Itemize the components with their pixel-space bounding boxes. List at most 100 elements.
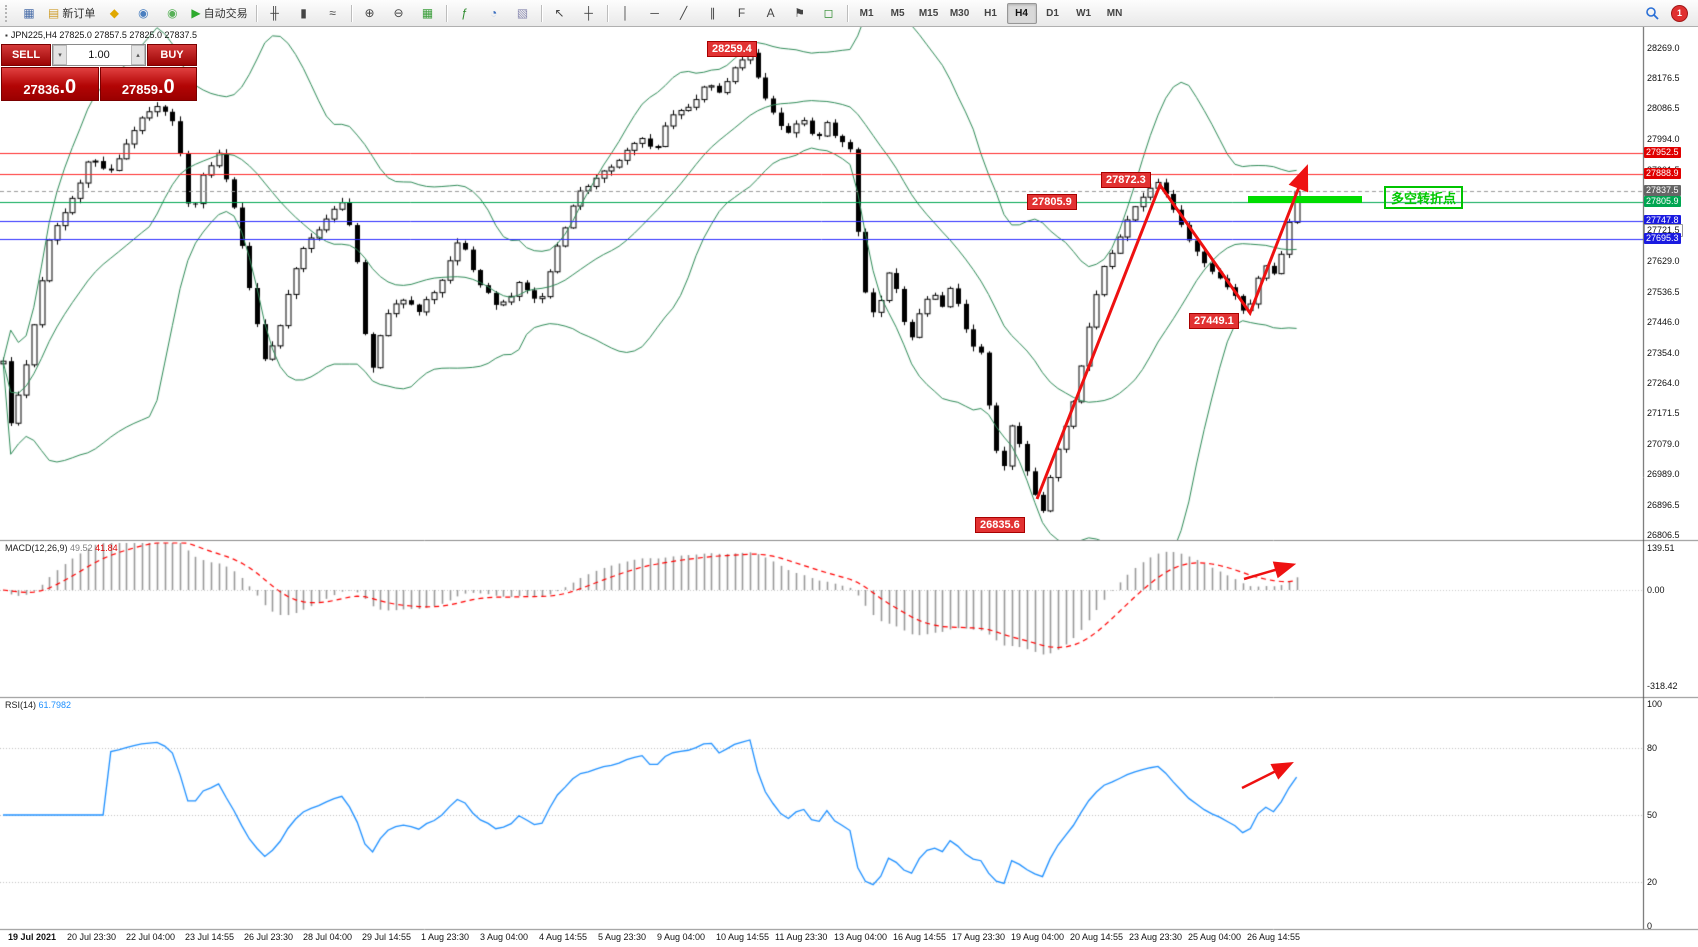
autotrade-label: 自动交易 <box>203 8 248 20</box>
buy-price-button[interactable]: 27859 .0 <box>99 67 197 101</box>
tf-M15-button[interactable]: M15 <box>918 7 939 19</box>
time-axis-label: 25 Aug 04:00 <box>1188 932 1242 942</box>
rsi-axis-tick: 80 <box>1647 743 1658 754</box>
vertical-line-button[interactable]: │ <box>612 2 640 24</box>
new-order-icon: ▤ <box>48 6 60 20</box>
time-axis-label: 23 Jul 14:55 <box>185 932 235 942</box>
sell-price-main: 27836 <box>23 82 60 97</box>
tf-M30-button[interactable]: M30 <box>949 7 970 19</box>
price-axis-marker-current: 27837.5 <box>1644 185 1681 197</box>
tf-MN-button[interactable]: MN <box>1106 7 1123 19</box>
price-axis-tick: 28176.5 <box>1647 73 1680 84</box>
fibonacci-icon: F <box>737 6 746 20</box>
rsi-label: RSI(14) 61.7982 <box>5 700 71 710</box>
volume-decrement-button[interactable]: ▾ <box>53 45 67 65</box>
rsi-axis-tick: 100 <box>1647 699 1663 709</box>
label-button[interactable]: ⚑ <box>786 2 814 24</box>
price-annotation-label[interactable]: 27449.1 <box>1189 313 1239 329</box>
volume-increment-button[interactable]: ▴ <box>131 45 145 65</box>
crosshair-button[interactable]: ┼ <box>575 2 603 24</box>
toolbar-separator <box>606 4 608 22</box>
text-button[interactable]: A <box>757 2 785 24</box>
trendline-button[interactable]: ╱ <box>670 2 698 24</box>
tf-D1-button[interactable]: D1 <box>1046 7 1059 19</box>
new-order-label: 新订单 <box>62 8 96 20</box>
time-axis-label: 19 Jul 2021 <box>8 932 57 942</box>
autotrade-button[interactable]: ▶ 自动交易 <box>187 2 251 24</box>
vertical-line-icon: │ <box>621 6 630 20</box>
templates-button[interactable]: ▧ <box>509 2 537 24</box>
navigator-button[interactable]: ◉ <box>158 2 186 24</box>
tile-windows-button[interactable]: ▦ <box>414 2 442 24</box>
bar-chart-button[interactable]: ╫ <box>261 2 289 24</box>
navigator-icon: ◉ <box>167 6 178 20</box>
price-axis-tick: 27994.0 <box>1647 134 1680 145</box>
buy-price-main: 27859 <box>121 82 158 97</box>
tf-W1-button[interactable]: W1 <box>1076 7 1092 19</box>
zoom-out-button[interactable]: ⊖ <box>385 2 413 24</box>
label-icon: ⚑ <box>794 6 805 20</box>
zoom-out-icon: ⊖ <box>393 6 404 20</box>
time-axis-label: 28 Jul 04:00 <box>303 932 353 942</box>
new-chart-button[interactable]: ▦ <box>15 2 43 24</box>
macd-value-main: 49.52 <box>70 543 93 553</box>
shapes-button[interactable]: ◻ <box>815 2 843 24</box>
time-axis-label: 20 Aug 14:55 <box>1070 932 1124 942</box>
volume-field[interactable]: ▾ 1.00 ▴ <box>52 44 146 66</box>
rsi-name: RSI(14) <box>5 700 37 710</box>
sell-price-pip: .0 <box>59 76 77 98</box>
line-chart-button[interactable]: ≈ <box>319 2 347 24</box>
volume-value[interactable]: 1.00 <box>88 49 110 61</box>
toolbar-separator <box>540 4 542 22</box>
indicators-button[interactable]: ƒ <box>451 2 479 24</box>
toolbar-right-group: 1 <box>1638 2 1688 24</box>
price-annotation-label[interactable]: 27805.9 <box>1027 194 1077 210</box>
equidistant-channel-icon: ∥ <box>709 6 716 20</box>
crosshair-icon: ┼ <box>584 6 593 20</box>
price-axis-tick: 27536.5 <box>1647 286 1680 297</box>
sell-button[interactable]: SELL <box>1 44 51 66</box>
tf-H1-button[interactable]: H1 <box>984 7 997 19</box>
cursor-button[interactable]: ↖ <box>546 2 574 24</box>
shapes-icon: ◻ <box>823 6 834 20</box>
candlestick-chart-icon: ▮ <box>300 6 307 20</box>
zoom-in-button[interactable]: ⊕ <box>356 2 384 24</box>
price-axis-tick: 26896.5 <box>1647 500 1680 510</box>
chart-profiles-icon: ◆ <box>109 6 119 20</box>
price-annotation-label[interactable]: 28259.4 <box>707 41 757 57</box>
chart-profiles-button[interactable]: ◆ <box>100 2 128 24</box>
notifications-badge[interactable]: 1 <box>1671 4 1688 22</box>
time-axis-label: 26 Jul 23:30 <box>244 932 294 942</box>
horizontal-line-button[interactable]: ─ <box>641 2 669 24</box>
periods-button[interactable]: ◔ <box>480 2 508 24</box>
time-axis-label: 17 Aug 23:30 <box>952 932 1006 942</box>
toolbar-grip <box>5 4 11 22</box>
toolbar: ▦ ▤ 新订单 ◆ ◉ ◉ ▶ 自动交易 ╫ ▮ ≈ ⊕ ⊖ ▦ ƒ ◔ ▧ ↖ ┼ │ ─ ╱ ∥ F A ⚑ ◻ M1 M5 M15 M… <box>0 0 1698 27</box>
new-order-button[interactable]: ▤ 新订单 <box>44 2 99 24</box>
time-axis-label: 5 Aug 23:30 <box>598 932 647 942</box>
price-annotation-label[interactable]: 26835.6 <box>975 517 1025 533</box>
macd-axis-tick: 139.51 <box>1647 543 1675 554</box>
horizontal-line-icon: ─ <box>650 6 659 20</box>
fibonacci-button[interactable]: F <box>728 2 756 24</box>
price-annotation-label[interactable]: 27872.3 <box>1101 172 1151 188</box>
equidistant-channel-button[interactable]: ∥ <box>699 2 727 24</box>
search-button[interactable] <box>1638 2 1666 24</box>
price-axis-tick: 27446.0 <box>1647 316 1680 327</box>
candlestick-chart-button[interactable]: ▮ <box>290 2 318 24</box>
tf-M1-button[interactable]: M1 <box>859 7 874 19</box>
tf-H4-button[interactable]: H4 <box>1006 2 1037 24</box>
cursor-icon: ↖ <box>554 6 565 20</box>
buy-price-pip: .0 <box>157 76 175 98</box>
templates-icon: ▧ <box>516 6 529 20</box>
price-axis-marker-red: 27952.5 <box>1644 147 1681 158</box>
highlight-bar[interactable] <box>1248 196 1362 203</box>
buy-button[interactable]: BUY <box>147 44 197 66</box>
market-watch-button[interactable]: ◉ <box>129 2 157 24</box>
zoom-in-icon: ⊕ <box>364 6 375 20</box>
turning-point-label[interactable]: 多空转折点 <box>1384 186 1464 209</box>
sell-price-button[interactable]: 27836 .0 <box>1 67 99 101</box>
tf-M5-button[interactable]: M5 <box>890 7 905 19</box>
